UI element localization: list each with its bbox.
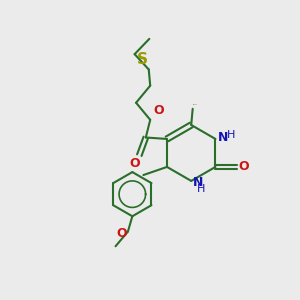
Text: N: N bbox=[218, 131, 228, 144]
Text: O: O bbox=[129, 157, 140, 169]
Text: H: H bbox=[226, 130, 235, 140]
Text: O: O bbox=[239, 160, 249, 173]
Text: N: N bbox=[193, 176, 204, 189]
Text: O: O bbox=[154, 104, 164, 118]
Text: S: S bbox=[137, 52, 148, 67]
Text: H: H bbox=[196, 184, 205, 194]
Text: methyl: methyl bbox=[193, 103, 198, 105]
Text: O: O bbox=[116, 226, 127, 239]
